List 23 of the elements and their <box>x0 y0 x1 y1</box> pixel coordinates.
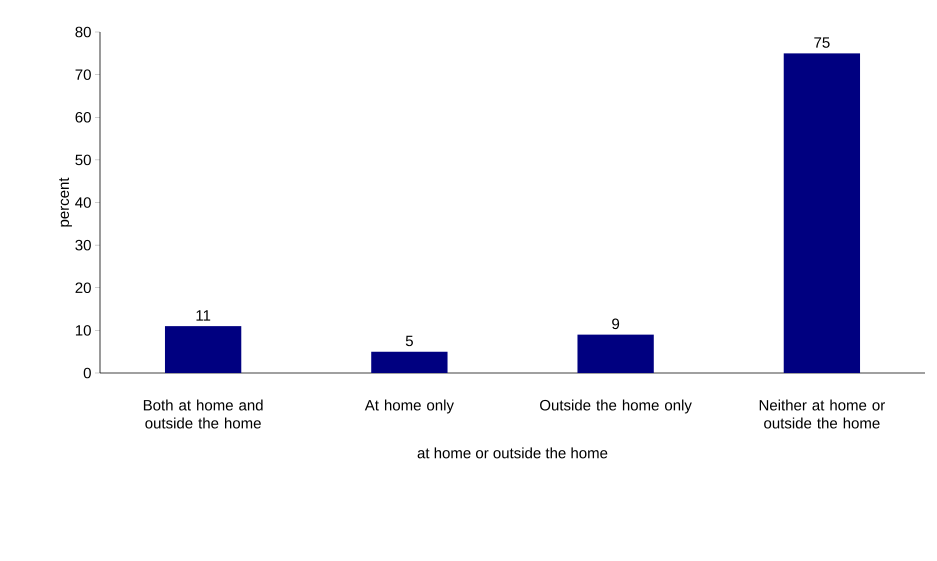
y-tick-label: 80 <box>75 26 91 38</box>
bar <box>371 352 448 373</box>
x-tick-label: Outside the home only <box>540 400 692 414</box>
x-tick-label: At home only <box>364 400 454 414</box>
y-tick-label: 50 <box>75 154 91 166</box>
x-axis-title: at home or outside the home <box>418 447 608 458</box>
data-label: 75 <box>814 37 830 48</box>
data-label: 9 <box>612 318 620 330</box>
y-tick-label: 70 <box>76 69 91 80</box>
x-tick-label: Both at home and outside the home <box>144 400 263 429</box>
y-axis-title: percent <box>59 178 72 227</box>
y-tick-label: 30 <box>75 240 91 250</box>
x-tick-label: Neither at home or outside the home <box>760 400 885 429</box>
y-tick-label: 20 <box>76 282 91 294</box>
data-label: 11 <box>196 310 210 321</box>
bar <box>577 334 654 373</box>
bar <box>784 53 860 373</box>
y-tick-label: 0 <box>84 368 91 378</box>
y-tick-label: 10 <box>76 325 91 336</box>
data-label: 5 <box>406 336 413 346</box>
bar <box>164 326 242 373</box>
y-tick-label: 40 <box>75 197 91 208</box>
y-tick-label: 60 <box>76 112 91 123</box>
